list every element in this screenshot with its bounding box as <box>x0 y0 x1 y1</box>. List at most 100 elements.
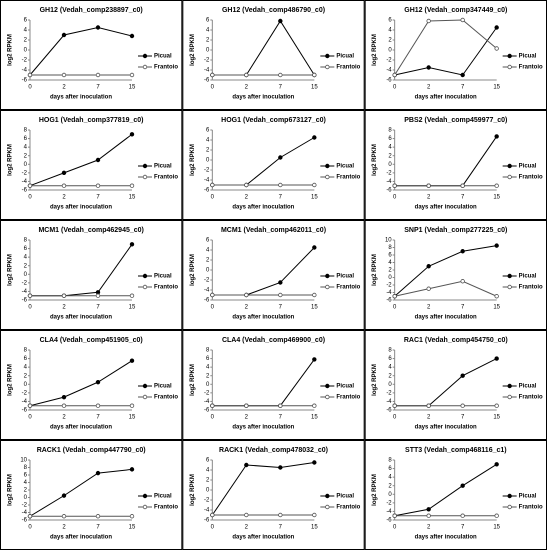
y-tick-label: -6 <box>22 518 28 524</box>
x-tick-label: 7 <box>279 85 283 91</box>
data-point <box>392 513 397 518</box>
x-axis-label: days after inoculation <box>415 95 477 101</box>
x-tick-label: 7 <box>96 415 100 421</box>
x-tick-label: 15 <box>311 305 318 311</box>
chart-title: MCM1 (Vedah_comp462011_c0) <box>221 227 326 234</box>
x-tick-label: 0 <box>211 195 215 201</box>
y-tick-label: 4 <box>206 248 210 254</box>
data-point <box>210 292 215 298</box>
y-tick-label: -4 <box>204 68 210 74</box>
y-tick-label: 4 <box>24 480 28 486</box>
legend-label: Picual <box>336 54 354 60</box>
legend-label: Picual <box>154 274 172 280</box>
x-tick-label: 2 <box>245 525 249 531</box>
y-tick-label: 4 <box>388 28 392 34</box>
y-axis-label: log2 RPKM <box>372 254 378 286</box>
x-tick-label: 15 <box>129 305 136 311</box>
data-point <box>494 403 499 408</box>
chart-panel: RAC1 (Vedah_comp454750_c0) -6 -4 -2 0 2 4 6 8 0 2 7… <box>364 330 547 440</box>
y-tick-label: 0 <box>388 492 392 498</box>
y-tick-label: -2 <box>22 390 28 396</box>
legend-label: Frantoio <box>336 175 360 181</box>
data-point <box>210 182 215 188</box>
legend-marker <box>142 163 148 169</box>
legend-marker <box>142 53 148 59</box>
chart-title: STT3 (Vedah_comp468116_c1) <box>405 447 507 454</box>
series-line <box>29 26 133 76</box>
y-tick-label: 4 <box>206 138 210 144</box>
y-tick-label: 2 <box>24 38 28 44</box>
legend-marker <box>507 493 512 499</box>
y-tick-label: -4 <box>204 288 210 294</box>
x-tick-label: 2 <box>245 305 249 311</box>
legend-label: Picual <box>519 164 537 170</box>
y-tick-label: -6 <box>22 408 28 414</box>
y-tick-label: 4 <box>388 475 392 481</box>
data-point <box>460 17 465 23</box>
chart-panel: RACK1 (Vedah_comp447790_c0)-6-4-20246810… <box>0 440 183 550</box>
x-tick-label: 15 <box>129 525 136 531</box>
data-point <box>494 183 499 188</box>
series-line <box>212 137 315 186</box>
data-point <box>95 403 101 408</box>
y-tick-label: -4 <box>22 510 28 516</box>
y-tick-label: -6 <box>204 188 210 194</box>
y-tick-label: 4 <box>24 365 28 371</box>
x-axis-label: days after inoculation <box>50 95 112 101</box>
data-point <box>278 512 283 518</box>
y-axis-label: log2 RPKM <box>8 364 14 396</box>
data-point <box>460 72 465 78</box>
chart-title: GH12 (Vedah_comp347449_c0) <box>404 7 507 14</box>
x-axis-label: days after inoculation <box>232 535 294 541</box>
data-point <box>460 183 465 188</box>
y-tick-label: 4 <box>206 365 210 371</box>
y-axis-label: log2 RPKM <box>190 34 196 66</box>
y-tick-label: 10 <box>385 238 392 244</box>
y-tick-label: 2 <box>206 258 210 264</box>
data-point <box>95 72 101 78</box>
legend-label: Frantoio <box>519 395 543 401</box>
series-line <box>212 359 315 407</box>
y-tick-label: 2 <box>24 263 28 269</box>
panel-border <box>182 0 365 110</box>
legend-label: Picual <box>519 494 537 500</box>
x-tick-label: 0 <box>28 525 32 531</box>
data-point <box>426 513 431 518</box>
legend-label: Frantoio <box>154 175 178 181</box>
x-tick-label: 15 <box>493 85 500 91</box>
legend-marker <box>325 64 330 70</box>
x-tick-label: 2 <box>62 415 66 421</box>
data-point <box>460 373 465 378</box>
y-tick-label: 6 <box>24 18 28 24</box>
x-tick-label: 0 <box>28 415 32 421</box>
chart-panel: HOG1 (Vedah_comp673127_c0) -6 -4 -2 0 2 4 6 0 2 7 1… <box>182 110 365 220</box>
legend-label: Frantoio <box>336 285 360 291</box>
x-axis-label: days after inoculation <box>415 425 477 431</box>
x-tick-label: 2 <box>245 195 249 201</box>
x-tick-label: 2 <box>62 525 66 531</box>
y-tick-label: 0 <box>388 48 392 54</box>
x-tick-label: 0 <box>211 305 215 311</box>
x-tick-label: 2 <box>427 525 431 531</box>
data-point <box>312 403 317 408</box>
chart-title: RACK1 (Vedah_comp447790_c0) <box>37 447 146 454</box>
legend-marker <box>507 273 512 279</box>
y-tick-label: 6 <box>388 356 392 362</box>
chart-panel: SNP1 (Vedah_comp277225_c0)-6-4-202468100… <box>364 220 547 330</box>
y-axis-label: log2 RPKM <box>372 144 378 176</box>
legend-marker <box>507 394 512 400</box>
data-point <box>95 293 101 298</box>
data-point <box>278 182 283 188</box>
legend-label: Frantoio <box>154 505 178 511</box>
y-tick-label: -2 <box>386 390 392 396</box>
chart-panel: MCM1 (Vedah_comp462945_c0) -6 -4 -2 0 2 4 6 8 0 2 7… <box>0 220 183 330</box>
data-point <box>312 292 317 298</box>
y-tick-label: 6 <box>388 18 392 24</box>
legend-label: Picual <box>519 384 537 390</box>
y-tick-label: -4 <box>204 399 210 405</box>
y-tick-label: 6 <box>24 356 28 362</box>
chart-title: HOG1 (Vedah_comp377819_c0) <box>39 117 144 124</box>
data-point <box>61 514 67 519</box>
data-point <box>129 358 135 363</box>
